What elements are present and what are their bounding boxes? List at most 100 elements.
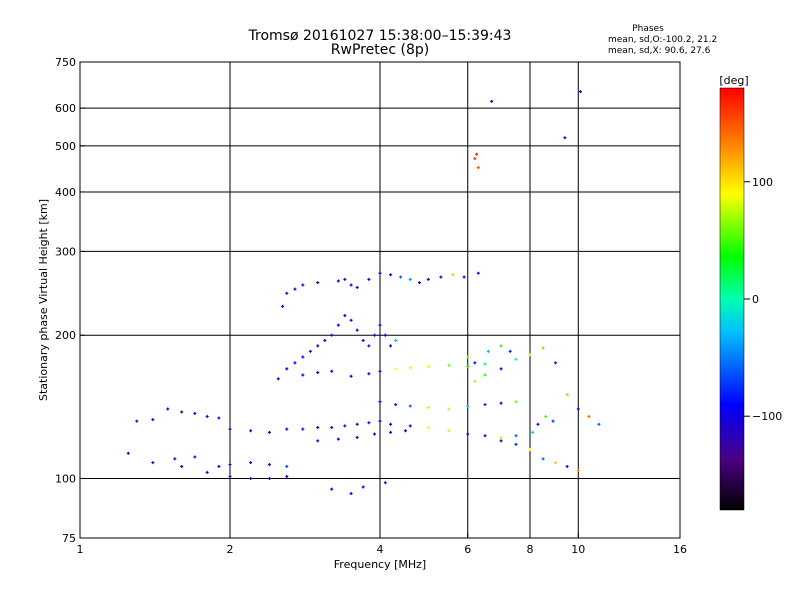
data-point [439, 275, 443, 279]
data-point [355, 422, 359, 426]
data-point [394, 338, 398, 342]
data-point [499, 344, 503, 348]
data-point [193, 411, 197, 415]
data-point [281, 304, 285, 308]
data-point [531, 430, 535, 434]
data-point [193, 455, 197, 459]
data-point [367, 344, 371, 348]
data-point [408, 424, 412, 428]
data-point [316, 371, 320, 375]
data-point [476, 271, 480, 275]
data-point [349, 318, 353, 322]
data-point [349, 374, 353, 378]
plot-grid [80, 62, 680, 538]
data-point [205, 414, 209, 418]
data-point [285, 291, 289, 295]
data-point [285, 474, 289, 478]
data-point [228, 474, 232, 478]
data-point [330, 425, 334, 429]
data-point [301, 373, 305, 377]
data-point [597, 422, 601, 426]
data-point [166, 407, 170, 411]
x-tick-label: 1 [77, 543, 84, 556]
data-point [486, 349, 490, 353]
data-point [587, 414, 591, 418]
data-point [466, 355, 470, 359]
data-point [528, 448, 532, 452]
data-point [301, 427, 305, 431]
data-point [336, 437, 340, 441]
data-point [462, 275, 466, 279]
data-point [553, 461, 557, 465]
data-point [267, 477, 271, 481]
data-point [330, 333, 334, 337]
data-point [514, 434, 518, 438]
data-point [267, 430, 271, 434]
data-point [316, 425, 320, 429]
data-point [367, 421, 371, 425]
data-point [151, 418, 155, 422]
data-point [389, 422, 393, 426]
data-point [408, 404, 412, 408]
data-point [426, 406, 430, 410]
data-point [514, 400, 518, 404]
data-point [389, 273, 393, 277]
data-point [426, 277, 430, 281]
data-point [475, 152, 479, 156]
data-point [499, 367, 503, 371]
data-point [361, 485, 365, 489]
data-point [383, 333, 387, 337]
data-point [536, 422, 540, 426]
data-point [285, 427, 289, 431]
data-point [378, 419, 382, 423]
data-point [373, 432, 377, 436]
y-tick-label: 200 [55, 329, 76, 342]
data-point [499, 435, 503, 439]
data-point [301, 355, 305, 359]
data-point [576, 468, 580, 472]
data-point [249, 477, 253, 481]
data-point [173, 457, 177, 461]
data-point [426, 364, 430, 368]
data-point [408, 277, 412, 281]
data-point [217, 416, 221, 420]
data-point [378, 323, 382, 327]
data-point [249, 429, 253, 433]
data-point [514, 357, 518, 361]
y-tick-label: 750 [55, 56, 76, 69]
data-point [373, 333, 377, 337]
data-point [417, 281, 421, 285]
data-point [180, 464, 184, 468]
data-point [301, 283, 305, 287]
data-point [541, 346, 545, 350]
x-tick-label: 6 [464, 543, 471, 556]
data-point [394, 367, 398, 371]
y-tick-label: 400 [55, 186, 76, 199]
data-point [447, 407, 451, 411]
data-point [135, 419, 139, 423]
x-tick-label: 2 [227, 543, 234, 556]
data-point [330, 487, 334, 491]
data-point [330, 369, 334, 373]
data-point [355, 435, 359, 439]
colorbar [719, 87, 745, 511]
data-point [383, 481, 387, 485]
y-tick-label: 300 [55, 245, 76, 258]
x-tick-label: 10 [571, 543, 585, 556]
y-axis-label: Stationary phase Virtual Height [km] [37, 199, 50, 401]
data-point [508, 349, 512, 353]
y-tick-label: 500 [55, 140, 76, 153]
data-point [483, 403, 487, 407]
data-point [323, 338, 327, 342]
data-point [285, 367, 289, 371]
data-point [205, 470, 209, 474]
phases-heading: Phases [632, 24, 664, 34]
data-point [336, 279, 340, 283]
data-point [399, 275, 403, 279]
data-point [576, 407, 580, 411]
x-tick-label: 4 [377, 543, 384, 556]
data-point [490, 99, 494, 103]
data-point [466, 404, 470, 408]
